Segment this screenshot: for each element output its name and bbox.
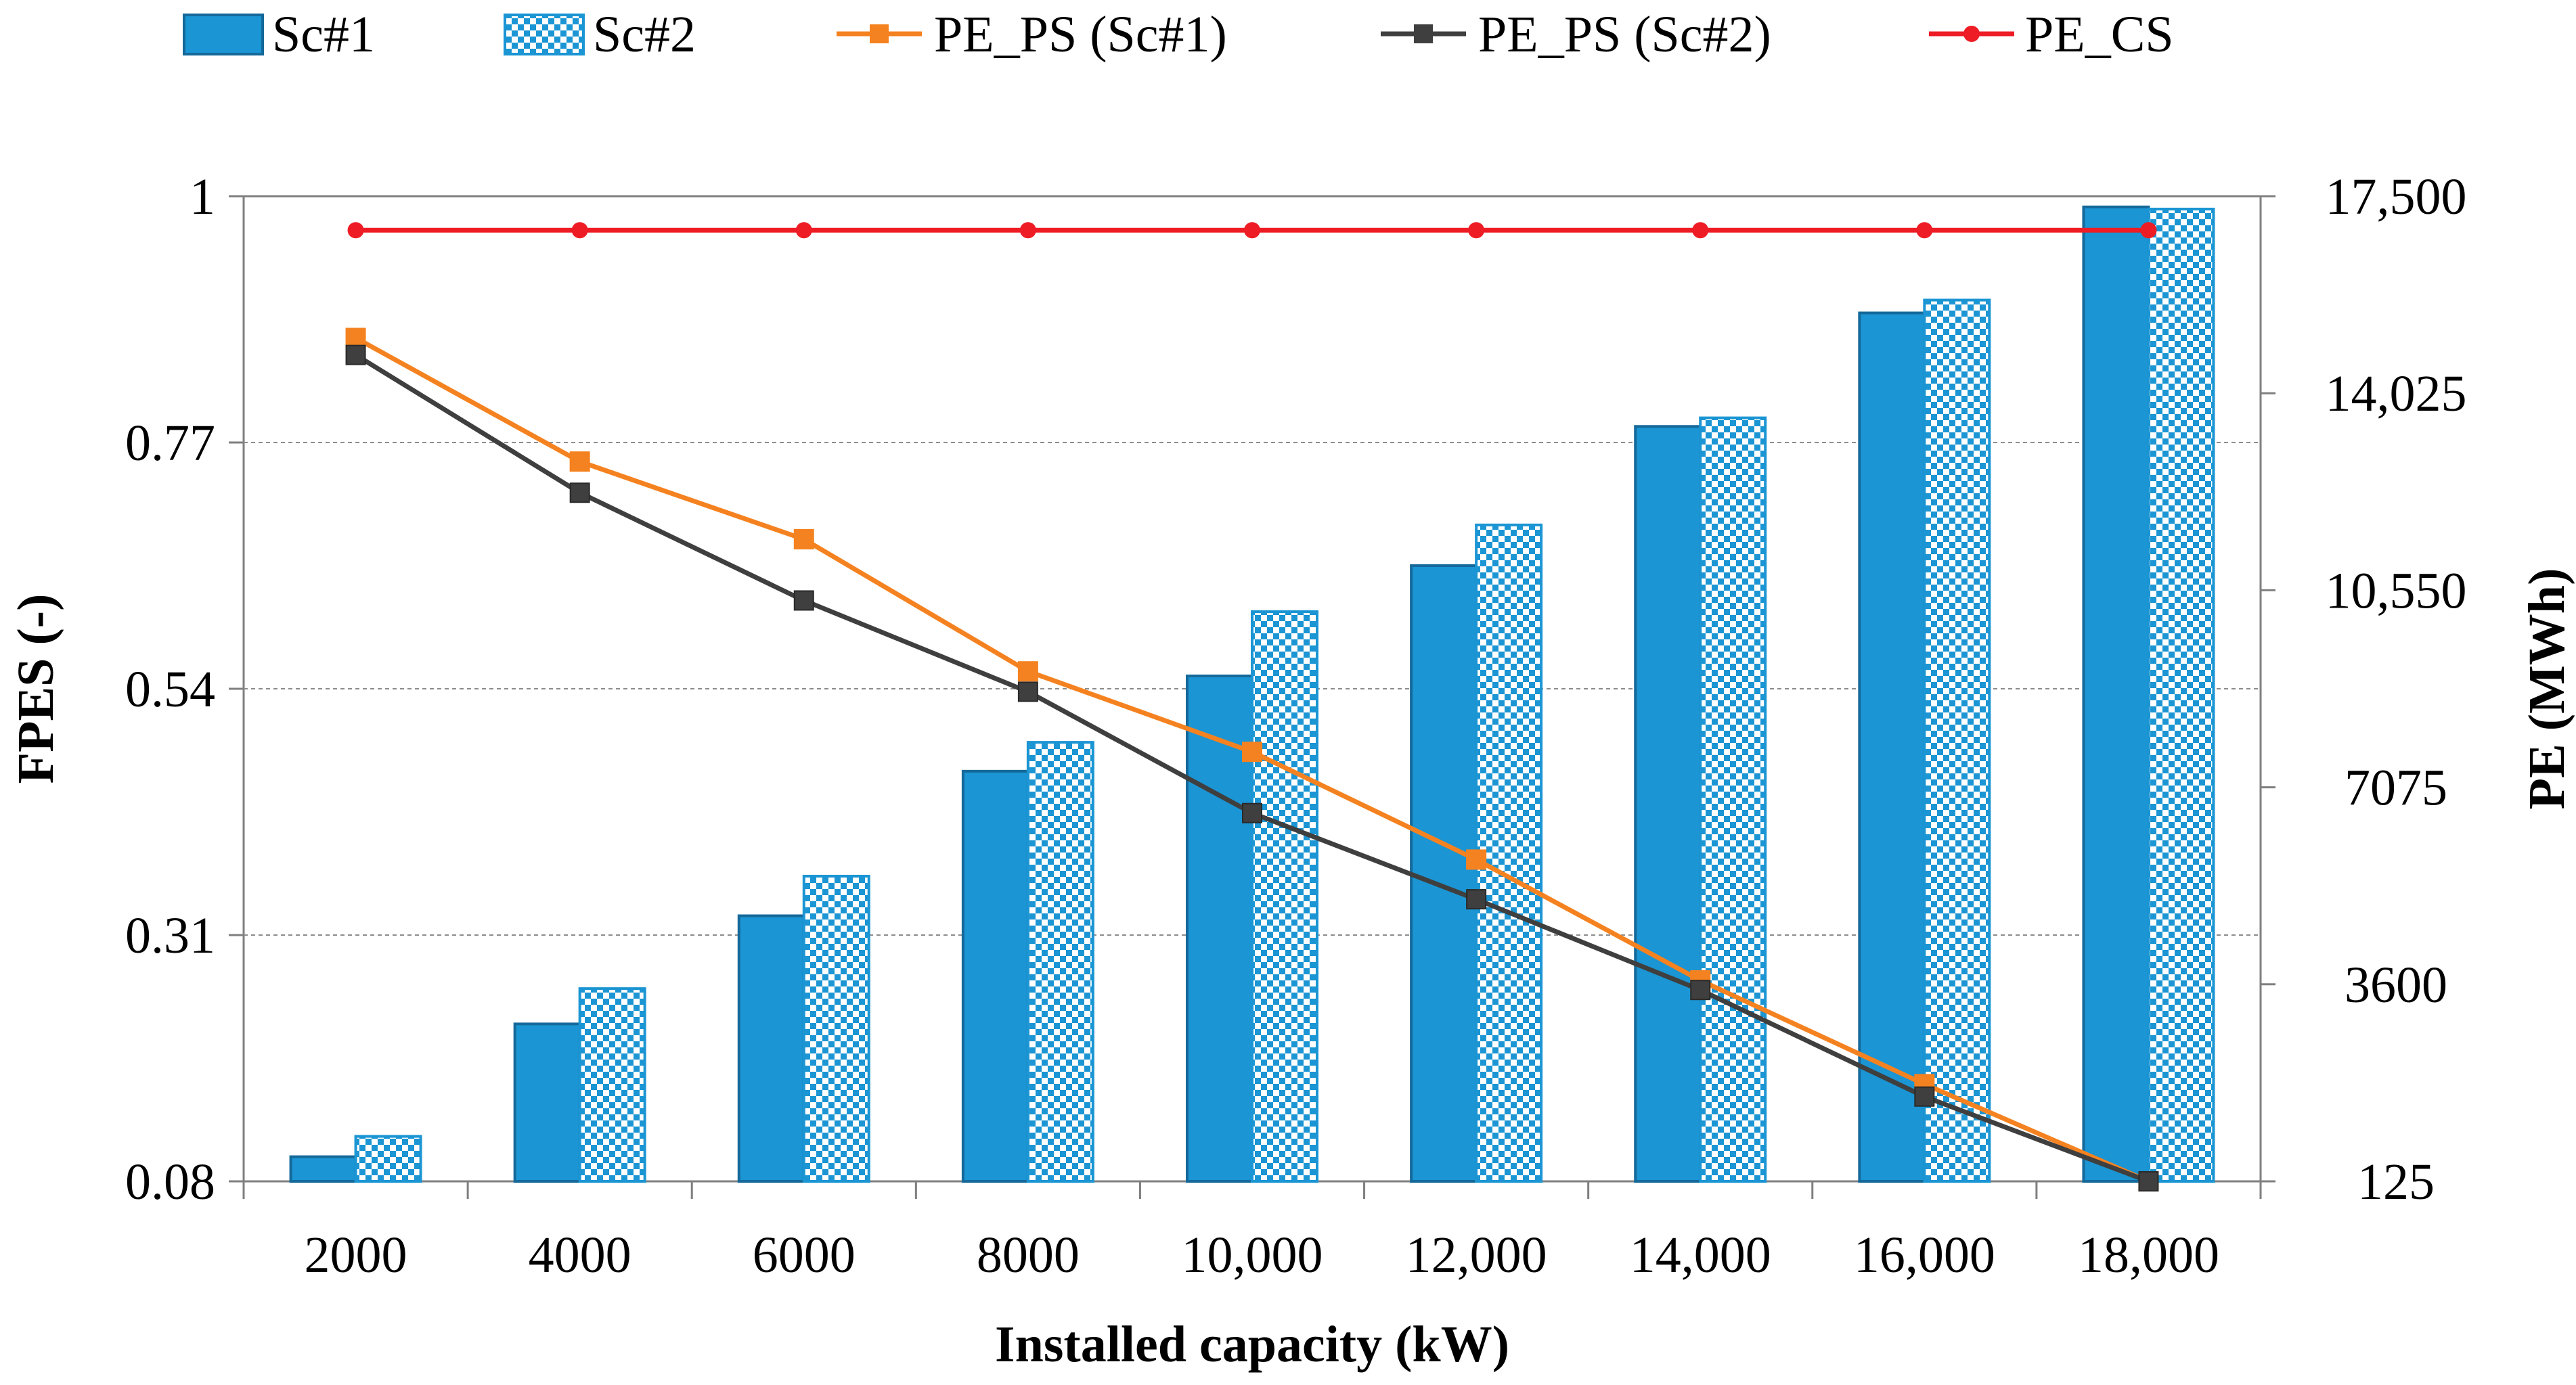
legend-marker-pe-cs xyxy=(1963,26,1980,42)
bar-sc-2-16000 xyxy=(1923,298,1991,1183)
point-pe-cs xyxy=(347,222,364,239)
point-pe-ps-sc-2 xyxy=(1466,889,1487,910)
point-pe-ps-sc-2 xyxy=(1914,1086,1935,1107)
y-tick-label: 1 xyxy=(190,168,215,225)
y2-tick-label: 125 xyxy=(2357,1154,2435,1210)
point-pe-cs xyxy=(795,222,812,239)
point-pe-ps-sc-2 xyxy=(793,590,814,611)
y-tick-label: 0.54 xyxy=(125,661,215,718)
bar-sc-1-2000 xyxy=(289,1155,357,1183)
y-tick-label: 0.77 xyxy=(125,415,215,472)
bar-sc-1-18000 xyxy=(2082,205,2150,1183)
point-pe-cs xyxy=(1692,222,1709,239)
y-tick-label: 0.31 xyxy=(125,907,215,964)
point-pe-cs xyxy=(1019,222,1036,239)
y2-tick-label: 7075 xyxy=(2345,760,2447,817)
y2-tick-label: 3600 xyxy=(2345,957,2447,1014)
legend-swatch-sc-2 xyxy=(504,14,585,55)
x-tick-label: 12,000 xyxy=(1406,1227,1547,1284)
point-pe-ps-sc-2 xyxy=(1017,681,1038,702)
point-pe-ps-sc-2 xyxy=(345,344,366,365)
legend: Sc#1 Sc#2 PE_PS (Sc#1) PE_PS (Sc#2) PE_CS xyxy=(183,6,2174,63)
point-pe-ps-sc-2 xyxy=(1242,802,1262,823)
y-axis-right: 125 3600 7075 10,550 14,025 17,500 xyxy=(2261,168,2467,1210)
point-pe-cs xyxy=(571,222,588,239)
bar-sc-1-14000 xyxy=(1634,425,1702,1183)
point-pe-ps-sc-1 xyxy=(1017,661,1038,682)
y2-tick-label: 10,550 xyxy=(2326,562,2467,619)
x-tick-label: 10,000 xyxy=(1182,1227,1323,1284)
bar-sc-2-14000 xyxy=(1699,416,1767,1183)
legend-label-sc-2: Sc#2 xyxy=(593,6,696,63)
y2-tick-label: 14,025 xyxy=(2326,365,2467,422)
point-pe-ps-sc-1 xyxy=(569,451,590,472)
bar-sc-1-16000 xyxy=(1858,311,1926,1183)
lines xyxy=(345,222,2159,1191)
legend-label-pe-ps-sc-2: PE_PS (Sc#2) xyxy=(1478,6,1771,63)
bar-sc-1-8000 xyxy=(961,769,1029,1183)
x-tick-label: 4000 xyxy=(529,1227,631,1284)
y-tick-label: 0.08 xyxy=(125,1154,215,1210)
bar-sc-1-12000 xyxy=(1410,564,1478,1183)
point-pe-cs xyxy=(1468,222,1485,239)
bar-sc-2-10000 xyxy=(1251,610,1318,1183)
y-axis-left: 0.08 0.31 0.54 0.77 1 xyxy=(125,168,244,1210)
legend-label-pe-cs: PE_CS xyxy=(2025,6,2174,63)
bar-sc-1-6000 xyxy=(737,914,805,1183)
bar-sc-2-4000 xyxy=(578,987,646,1183)
point-pe-cs xyxy=(1244,222,1260,239)
bar-sc-2-18000 xyxy=(2147,207,2215,1183)
point-pe-ps-sc-2 xyxy=(2138,1171,2159,1191)
point-pe-ps-sc-2 xyxy=(1690,980,1711,1001)
x-tick-label: 14,000 xyxy=(1630,1227,1771,1284)
x-axis: 2000 4000 6000 8000 10,000 12,000 14,000 16,000… xyxy=(242,1181,2262,1284)
y2-axis-title: PE (MWh) xyxy=(2518,568,2575,810)
x-tick-label: 6000 xyxy=(753,1227,856,1284)
x-tick-label: 18,000 xyxy=(2078,1227,2219,1284)
y-axis-title: FPES (-) xyxy=(7,594,64,784)
point-pe-ps-sc-1 xyxy=(1242,742,1262,763)
y2-tick-label: 17,500 xyxy=(2326,168,2467,225)
bar-sc-1-10000 xyxy=(1186,675,1253,1183)
bar-sc-2-6000 xyxy=(802,874,870,1183)
point-pe-ps-sc-2 xyxy=(569,482,590,503)
x-tick-label: 16,000 xyxy=(1854,1227,1995,1284)
bar-sc-2-8000 xyxy=(1026,741,1094,1183)
bar-sc-2-2000 xyxy=(354,1135,422,1183)
x-tick-label: 2000 xyxy=(305,1227,407,1284)
point-pe-cs xyxy=(1916,222,1933,239)
point-pe-ps-sc-1 xyxy=(793,528,814,549)
x-tick-label: 8000 xyxy=(977,1227,1080,1284)
legend-label-pe-ps-sc-1: PE_PS (Sc#1) xyxy=(934,6,1227,63)
bars xyxy=(289,205,2215,1183)
legend-swatch-sc-1 xyxy=(183,14,264,55)
legend-marker-pe-ps-sc-1 xyxy=(870,24,889,43)
legend-label-sc-1: Sc#1 xyxy=(272,6,375,63)
point-pe-cs xyxy=(2140,222,2157,239)
point-pe-ps-sc-1 xyxy=(345,327,366,348)
bar-sc-1-4000 xyxy=(513,1022,581,1183)
point-pe-ps-sc-1 xyxy=(1466,849,1487,870)
legend-marker-pe-ps-sc-2 xyxy=(1414,24,1433,43)
x-axis-title: Installed capacity (kW) xyxy=(995,1316,1509,1373)
